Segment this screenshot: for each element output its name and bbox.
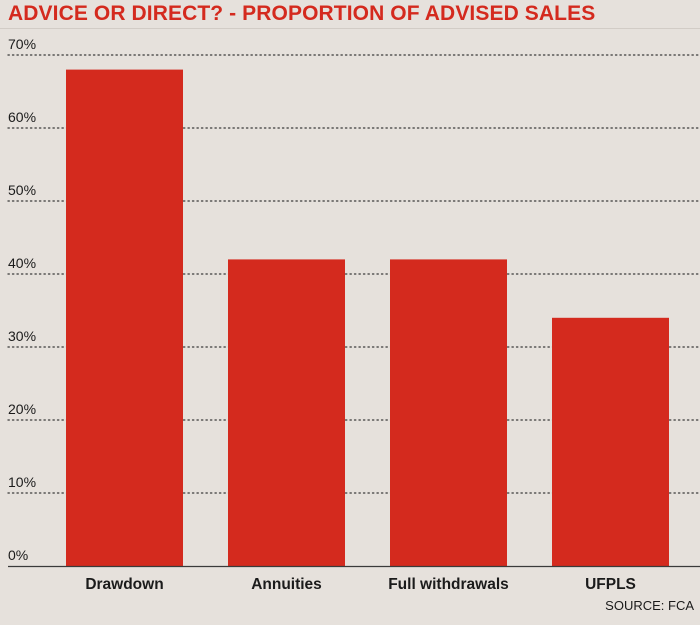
bar [552, 317, 669, 566]
x-category-label: Full withdrawals [388, 576, 509, 593]
y-tick-label: 70% [8, 36, 36, 52]
bars [66, 69, 669, 566]
x-axis-category-labels: Drawdown Annuities Full withdrawals UFPLS [85, 576, 636, 593]
y-tick-label: 50% [8, 182, 36, 198]
title-divider [0, 28, 700, 29]
y-tick-label: 30% [8, 328, 36, 344]
x-category-label: Annuities [251, 576, 322, 593]
chart-title: ADVICE OR DIRECT? - PROPORTION OF ADVISE… [8, 2, 596, 25]
x-category-label: UFPLS [585, 576, 636, 593]
y-tick-label: 60% [8, 109, 36, 125]
x-category-label: Drawdown [85, 576, 163, 593]
y-tick-label: 0% [8, 547, 28, 563]
y-tick-label: 20% [8, 401, 36, 417]
bar [66, 69, 183, 566]
bar [228, 259, 345, 566]
source-note: SOURCE: FCA [605, 598, 694, 613]
y-tick-label: 40% [8, 255, 36, 271]
y-tick-label: 10% [8, 474, 36, 490]
bar [390, 259, 507, 566]
y-axis-tick-labels: 0% 10% 20% 30% 40% 50% 60% 70% [8, 36, 36, 563]
